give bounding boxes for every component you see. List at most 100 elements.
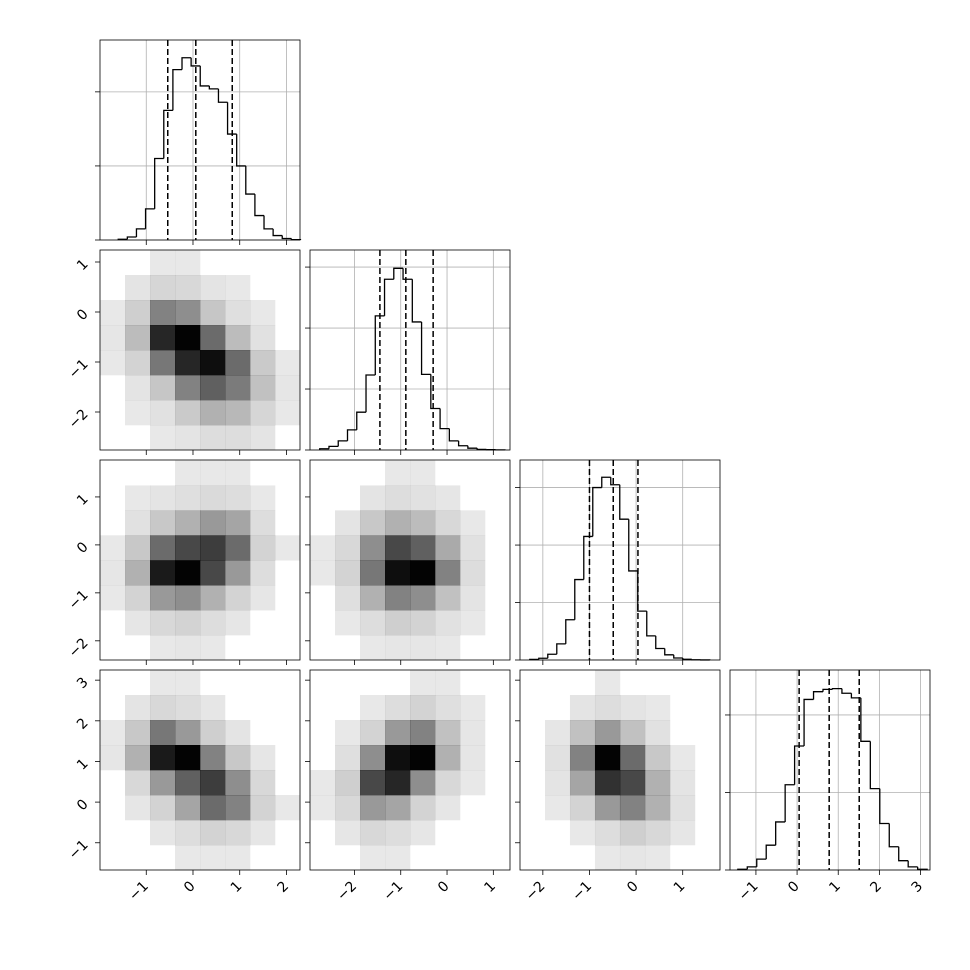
density-cell [460, 745, 486, 771]
histogram-step [393, 267, 404, 280]
density-cell [225, 720, 251, 746]
density-cell [200, 770, 226, 796]
y-tick-label: 1 [74, 256, 92, 274]
density-cell [200, 745, 226, 771]
density-cell [225, 820, 251, 846]
histogram-step [172, 68, 183, 111]
density-cell [335, 535, 361, 561]
density-cell [100, 585, 126, 611]
y-tick-label: 2 [74, 715, 92, 733]
density-cell [225, 350, 251, 376]
panel: −1 0 1 2 3 [725, 669, 931, 904]
density-cell [435, 635, 461, 661]
density-cell [100, 745, 126, 771]
density-cell [225, 325, 251, 351]
density-cell [175, 300, 201, 326]
density-cell [200, 610, 226, 636]
density-cell [385, 845, 411, 871]
x-tick-label: 1 [671, 878, 689, 896]
panel-frame [519, 459, 721, 661]
density-cell [460, 610, 486, 636]
density-cell [225, 425, 251, 451]
density-cell [335, 745, 361, 771]
density-cell [460, 560, 486, 586]
density-cell [544, 745, 571, 771]
panel [305, 249, 511, 455]
density-cell [644, 720, 671, 746]
density-cell [569, 770, 596, 796]
density-cell [100, 560, 126, 586]
density-cell [100, 325, 126, 351]
histogram-step [793, 745, 805, 785]
density-cell [569, 820, 596, 846]
histogram-step [430, 374, 441, 410]
density-cell [594, 795, 621, 821]
histogram-step [556, 643, 566, 655]
density-cell [175, 695, 201, 721]
density-cell [200, 695, 226, 721]
density-cell [200, 845, 226, 871]
density-cell [310, 795, 336, 821]
histogram-step [898, 846, 909, 862]
density-cell [410, 610, 436, 636]
density-cell [125, 795, 151, 821]
x-tick-label: −1 [380, 878, 406, 904]
density-cell [360, 820, 386, 846]
density-cell [669, 745, 696, 771]
density-cell [594, 720, 621, 746]
histogram-step [135, 228, 146, 238]
density-cell [385, 635, 411, 661]
density-cell [360, 770, 386, 796]
density-cell [250, 400, 276, 426]
density-cell [150, 275, 176, 301]
density-cell [150, 820, 176, 846]
density-cell [385, 485, 411, 511]
density-cell [200, 375, 226, 401]
panel-frame [99, 669, 301, 871]
density-cell [200, 275, 226, 301]
density-cell [200, 325, 226, 351]
density-cell [360, 535, 386, 561]
density-cell [435, 695, 461, 721]
density-cell [594, 845, 621, 871]
density-cell [175, 585, 201, 611]
histogram-step [610, 477, 620, 486]
y-tick-label: 0 [74, 539, 92, 557]
density-cell [125, 720, 151, 746]
density-cell [275, 795, 301, 821]
x-tick-label: −1 [569, 878, 595, 904]
density-cell [335, 510, 361, 536]
density-cell [250, 560, 276, 586]
density-cell [225, 510, 251, 536]
histogram-step [328, 445, 339, 449]
density-cell [594, 770, 621, 796]
panel-frame [309, 669, 511, 871]
density-cell [569, 745, 596, 771]
y-tick-label: −1 [66, 356, 92, 382]
density-cell [360, 695, 386, 721]
density-cell [435, 485, 461, 511]
density-cell [460, 585, 486, 611]
histogram-step [402, 268, 413, 280]
density-cell [150, 425, 176, 451]
density-cell [360, 720, 386, 746]
density-cell [175, 460, 201, 486]
density-cell [150, 250, 176, 276]
density-cell [410, 485, 436, 511]
density-cell [225, 745, 251, 771]
density-cell [125, 325, 151, 351]
density-cell [150, 635, 176, 661]
density-cell [125, 350, 151, 376]
histogram-step [411, 279, 422, 323]
density-cell [360, 795, 386, 821]
density-cell [100, 300, 126, 326]
histogram-step [163, 109, 173, 159]
histogram-step [822, 688, 833, 692]
density-cell [200, 795, 226, 821]
histogram-step [337, 440, 348, 447]
histogram-step [869, 741, 880, 790]
density-cell [250, 535, 276, 561]
density-cell [594, 695, 621, 721]
